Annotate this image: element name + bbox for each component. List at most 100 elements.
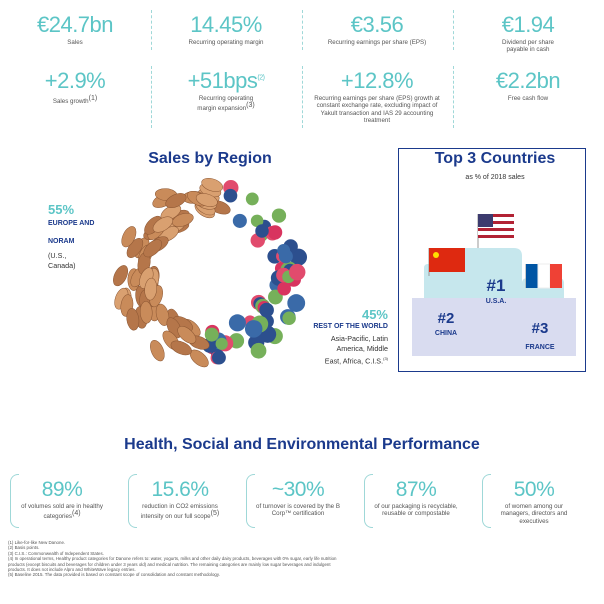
almond <box>177 326 197 344</box>
almond <box>201 178 224 192</box>
kpi-value: €24.7bn <box>36 12 114 37</box>
footnotes: (1) Like-for-like New Danone. (2) Basis p… <box>8 540 338 578</box>
berry <box>267 225 283 240</box>
kpi-label: Free cash flow <box>507 95 549 102</box>
footnote-ref: (2) <box>257 74 265 82</box>
country: CHINA <box>434 330 458 337</box>
almond <box>195 193 218 207</box>
health-text: of our packaging is recyclable, reusable… <box>374 503 458 518</box>
footnote-ref: (3) <box>246 102 255 110</box>
berry <box>255 224 269 238</box>
kpi-value: +2.9% <box>44 68 106 93</box>
region-detail: Asia-Pacific, Latin America, Middle East… <box>324 334 388 366</box>
berry <box>259 302 274 318</box>
berry <box>277 244 291 257</box>
berry <box>223 188 238 203</box>
kpi: +12.8% Recurring earnings per share (EPS)… <box>302 68 452 125</box>
rank: #3 <box>531 320 549 337</box>
kpi: €2.2bn Free cash flow <box>453 68 603 102</box>
podium-2 <box>424 264 456 298</box>
almond <box>171 212 194 227</box>
footnote-ref: (4) <box>72 510 81 518</box>
berry <box>288 263 306 281</box>
bracket <box>10 474 19 528</box>
footnote-ref: (5) <box>210 510 220 518</box>
footnote: (1) Like-for-like New Danone. <box>8 540 66 545</box>
section-subtitle: as % of 2018 sales <box>465 174 525 181</box>
almond <box>121 226 137 248</box>
berry <box>289 248 308 266</box>
separator <box>151 10 152 50</box>
health-item: 50% of women among our managers, director… <box>478 478 590 525</box>
region-right: 45% REST OF THE WORLD Asia-Pacific, Lati… <box>296 308 388 366</box>
health-label: of women among our managers, directors a… <box>492 503 576 525</box>
health-item: 87% of our packaging is recyclable, reusa… <box>360 478 472 518</box>
almond <box>144 277 158 301</box>
berry <box>232 213 247 228</box>
bracket <box>364 474 373 528</box>
health-value: 87% <box>395 478 437 501</box>
section-title: Top 3 Countries <box>434 150 556 167</box>
region-detail: (U.S., Canada) <box>48 251 76 270</box>
kpi-label: Sales <box>67 39 83 46</box>
berry <box>287 294 306 312</box>
kpi-label: Dividend per share payable in cash <box>502 39 554 54</box>
kpi: +51bps(2) Recurring operating margin expa… <box>151 68 301 113</box>
footnote: (4) In operational terms, Healthy produc… <box>8 556 337 573</box>
bracket <box>128 474 137 528</box>
separator <box>453 66 454 128</box>
bracket <box>246 474 255 528</box>
kpi-value: +51bps <box>187 68 258 93</box>
health-text: of volumes sold are in healthy categorie… <box>21 503 103 521</box>
kpi-value: €1.94 <box>501 12 555 37</box>
region-graphic <box>113 178 308 368</box>
kpi-label: Sales growth <box>52 98 89 106</box>
rank: #2 <box>437 310 455 327</box>
health-label: reduction in CO2 emissions intensity on … <box>138 503 222 521</box>
separator <box>302 66 303 128</box>
berry <box>250 214 264 228</box>
podium-base <box>412 298 576 356</box>
region-name: REST OF THE WORLD <box>313 323 388 330</box>
almond <box>155 303 170 326</box>
health-item: 15.6% reduction in CO2 emissions intensit… <box>124 478 236 521</box>
health-item: 89% of volumes sold are in healthy catego… <box>6 478 118 521</box>
almond <box>126 308 140 331</box>
flag-usa <box>477 214 514 248</box>
flag-france <box>525 263 562 289</box>
berry <box>244 320 263 338</box>
almond <box>152 216 173 233</box>
section-title: Sales by Region <box>148 150 272 167</box>
country: FRANCE <box>525 344 555 351</box>
kpi-value: €3.56 <box>350 12 404 37</box>
kpi: €3.56 Recurring earnings per share (EPS) <box>302 12 452 46</box>
berry <box>212 350 226 365</box>
rank: #1 <box>486 276 506 295</box>
health-value: 50% <box>513 478 555 501</box>
berry <box>215 337 228 350</box>
separator <box>302 10 303 50</box>
berry <box>271 208 287 223</box>
almond <box>143 239 163 258</box>
almond <box>113 265 129 287</box>
almond <box>139 301 153 324</box>
health-value: ~30% <box>271 478 325 501</box>
kpi: +2.9% Sales growth(1) <box>0 68 150 105</box>
berry <box>250 342 267 359</box>
podium-graphic <box>398 148 586 372</box>
footnote-ref: (1) <box>88 95 98 102</box>
kpi-label: Recurring operating margin expansion <box>197 95 254 113</box>
kpi-label: Recurring earnings per share (EPS) <box>327 39 427 46</box>
health-value: 89% <box>41 478 83 501</box>
berry <box>268 289 283 305</box>
kpi-value: €2.2bn <box>495 68 561 93</box>
almond <box>150 339 165 362</box>
country: U.S.A. <box>485 298 507 305</box>
berry <box>228 314 246 332</box>
kpi-label: Recurring operating margin <box>188 39 264 46</box>
health-label: of volumes sold are in healthy categorie… <box>20 503 104 521</box>
footnote-ref: (3) <box>383 356 388 361</box>
health-text: reduction in CO2 emissions intensity on … <box>140 503 218 521</box>
kpi-value: 14.45% <box>190 12 262 37</box>
